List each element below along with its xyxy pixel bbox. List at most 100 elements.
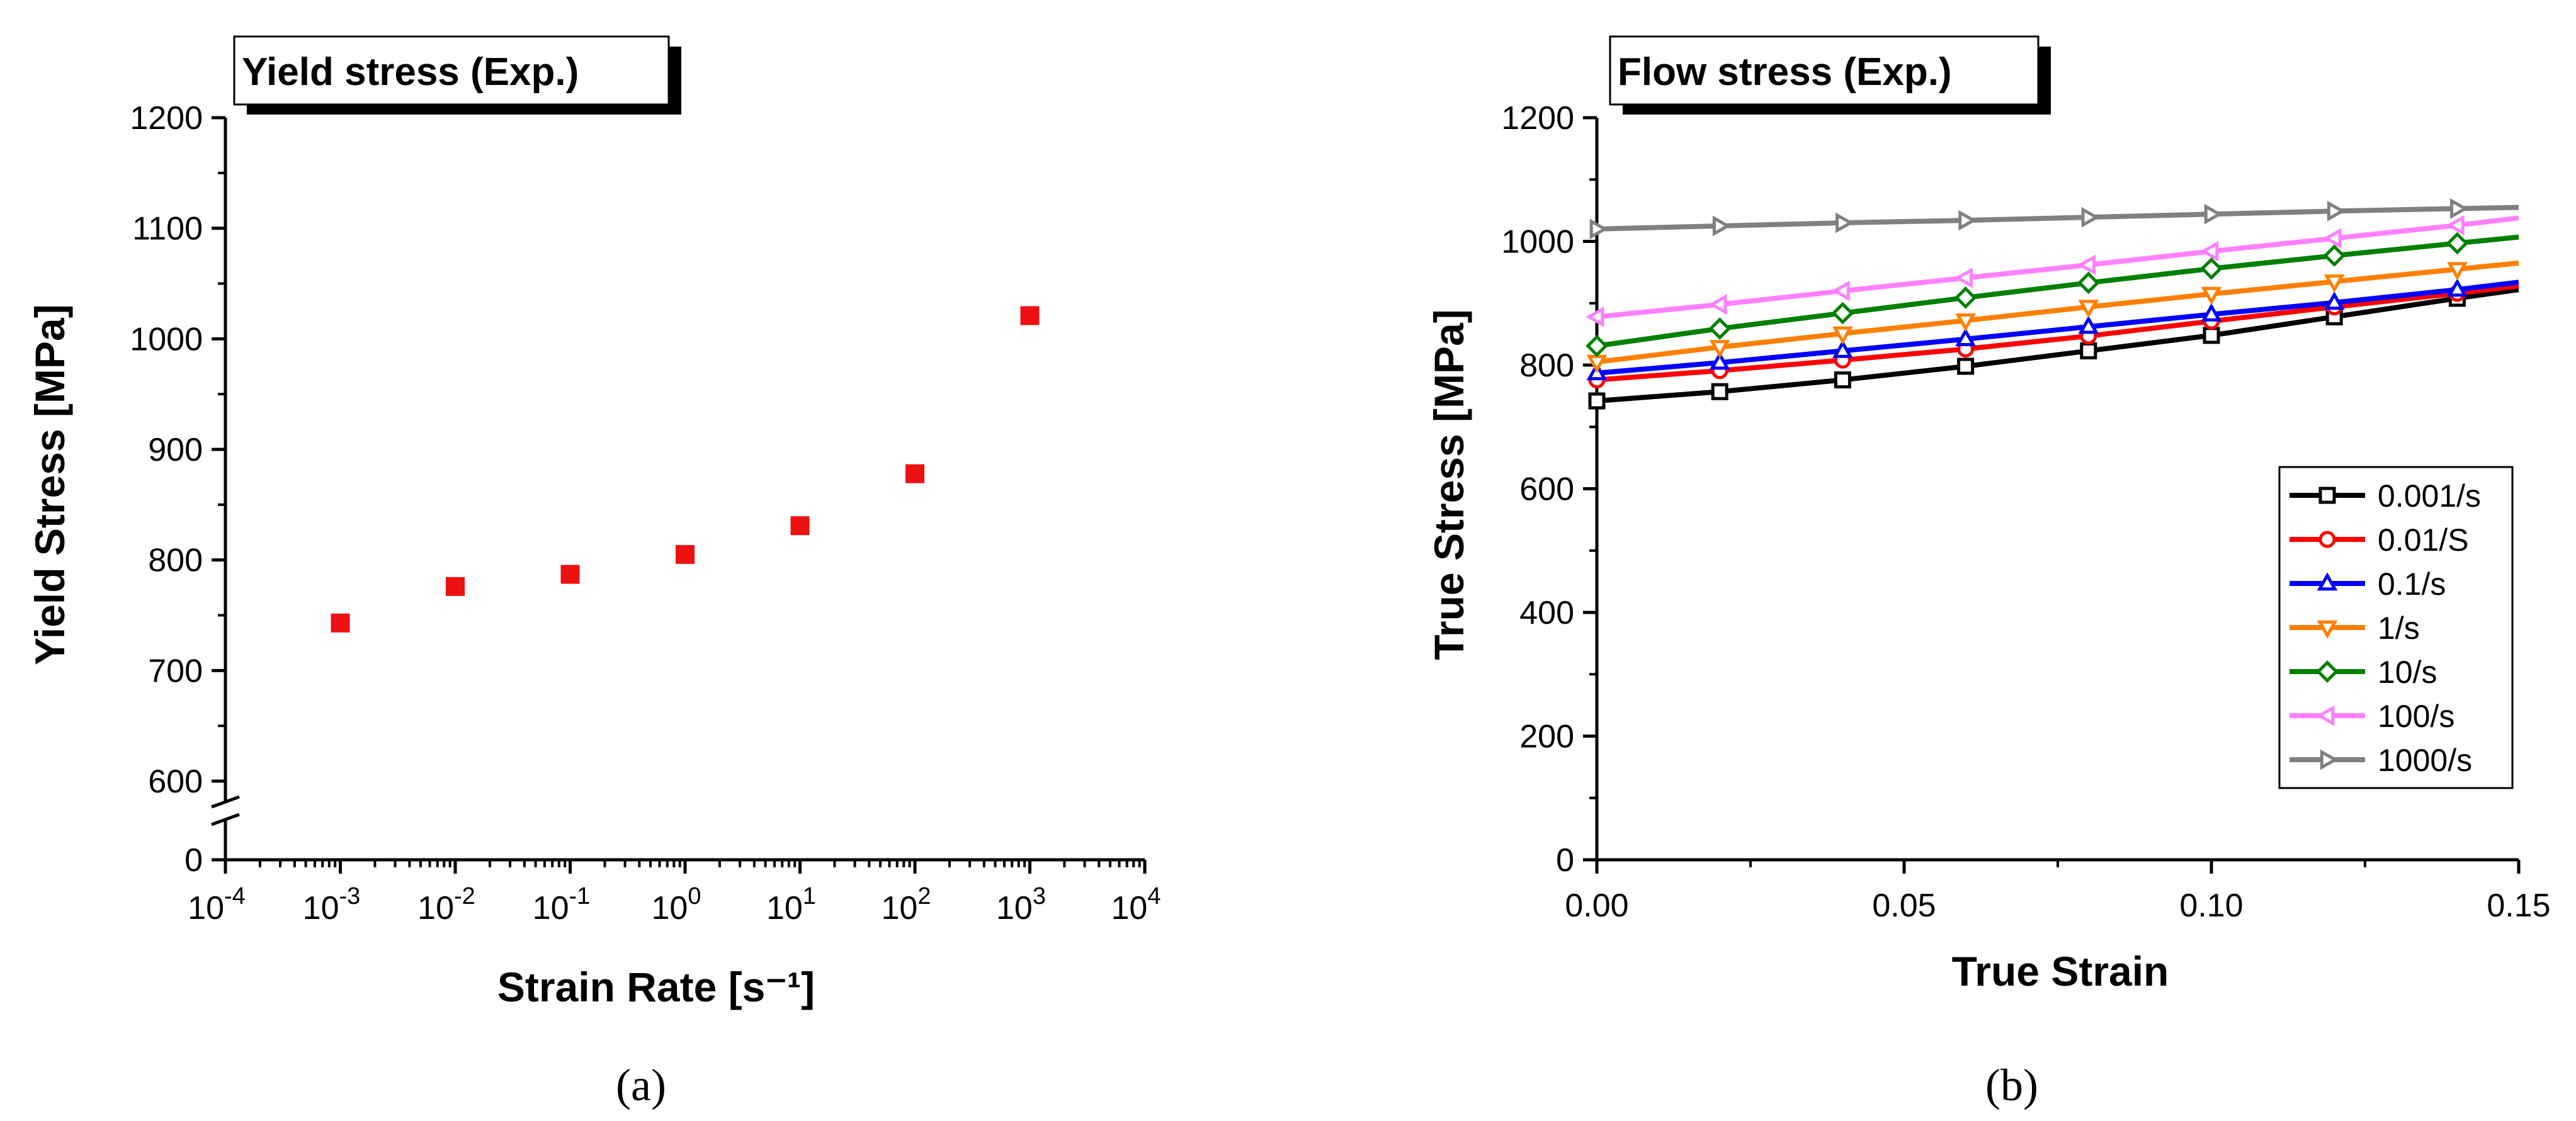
panel-a-x-tick-base: 10 <box>533 890 569 927</box>
panel-a-x-tick-label: 10-1 <box>533 883 591 927</box>
panel-a-x-tick-exp: 2 <box>917 883 931 910</box>
panel-b-legend-item: 1000/s <box>2289 743 2472 778</box>
panel-b-caption: (b) <box>1985 1060 2038 1110</box>
panel-a-y-tick-label: 1000 <box>130 321 203 358</box>
panel-b-legend-item: 1/s <box>2289 611 2420 646</box>
panel-b-series-marker <box>1708 294 1727 315</box>
panel-b-y-axis-title: True Stress [MPa] <box>1426 309 1472 660</box>
panel-a-points <box>331 306 1040 633</box>
panel-b-legend-swatch-marker <box>2318 487 2336 504</box>
panel-a-y-tick-label: 700 <box>148 653 203 689</box>
panel-a-x-tick-base: 10 <box>766 890 803 927</box>
panel-a-x-tick-exp: 1 <box>803 883 816 910</box>
panel-b-legend-swatch-marker <box>2316 660 2339 683</box>
panel-b-legend-item: 100/s <box>2289 699 2454 734</box>
panel-b-series-marker <box>1711 383 1728 400</box>
panel-a-axes <box>211 118 1145 862</box>
panel-b-legend-item: 10/s <box>2289 655 2437 690</box>
panel-b-title-box: Flow stress (Exp.) <box>1609 35 2051 115</box>
panel-b-legend-label: 10/s <box>2378 655 2437 690</box>
panel-b-x-axis-title: True Strain <box>1952 948 2169 994</box>
panel-a-x-tick-base: 10 <box>652 890 688 927</box>
panel-b-series-marker <box>1709 340 1730 359</box>
panel-b-legend-swatch-marker <box>2316 705 2335 726</box>
panel-a-x-tick-label: 104 <box>1111 883 1161 927</box>
panel-a-axis-break-mark-2 <box>211 813 240 826</box>
panel-b-legend-label: 100/s <box>2378 699 2454 734</box>
panel-b-series-marker <box>1586 334 1608 358</box>
panel-a-y-tick-label: 800 <box>148 543 203 579</box>
panel-a-x-tick-exp: -2 <box>454 883 475 910</box>
panel-b-series-marker <box>1586 306 1604 327</box>
panel-b-legend-label: 1/s <box>2378 611 2420 646</box>
panel-b-series-marker <box>1712 215 1731 237</box>
panel-a-x-tick-exp: -3 <box>339 883 361 910</box>
panel-a-x-tick-exp: -1 <box>569 883 591 910</box>
panel-b-series-marker <box>1957 358 1975 375</box>
panel-a-data-point <box>560 565 580 584</box>
panel-a-y-ticks: 0 600 700 800 900 1000 1100 1200 <box>130 100 225 879</box>
panel-b-series <box>1586 198 2519 410</box>
panel-b-series-marker <box>1955 313 1976 332</box>
panel-b-series-group <box>1588 287 2519 410</box>
panel-b-y-tick-label: 600 <box>1519 471 1574 508</box>
panel-b-series-marker <box>2204 203 2223 225</box>
panel-a-y-tick-label: 1200 <box>130 100 203 137</box>
panel-b-series-marker <box>2324 291 2345 310</box>
panel-a-caption: (a) <box>616 1060 666 1110</box>
panel-a-x-tick-exp: 3 <box>1033 883 1046 910</box>
panel-b-legend-label: 0.01/S <box>2378 522 2469 558</box>
panel-b-series-marker <box>2080 342 2097 359</box>
panel-b-series-marker <box>2200 240 2219 262</box>
panel-b-x-ticks: 0.00 0.05 0.10 0.15 <box>1565 860 2551 924</box>
panel-a-title: Yield stress (Exp.) <box>242 50 579 94</box>
panel-b-series-marker <box>2324 274 2345 293</box>
panel-b-legend-item: 0.1/s <box>2289 566 2446 602</box>
panel-b-series-group <box>1586 215 2519 327</box>
panel-b-series-marker <box>1832 326 1853 345</box>
panel-b-series-marker <box>2446 215 2465 236</box>
panel-a-x-tick-label: 100 <box>652 883 701 927</box>
panel-b-series-marker <box>1588 392 1606 410</box>
panel-b-series-marker <box>1589 218 1608 240</box>
panel-b-legend-swatch-marker <box>2317 620 2338 639</box>
panel-a-x-tick-exp: 4 <box>1147 883 1160 910</box>
panel-a-x-tick-base: 10 <box>303 890 339 927</box>
panel-b-series-marker <box>2077 254 2096 276</box>
panel-a-x-tick-base: 10 <box>996 890 1033 927</box>
panel-b-y-tick-label: 800 <box>1519 347 1574 384</box>
panel-a-x-tick-label: 10-3 <box>303 883 361 927</box>
panel-b-series-marker <box>1831 301 1854 325</box>
panel-b-series-group <box>1586 278 2519 381</box>
panel-a-x-tick-base: 10 <box>417 890 454 927</box>
panel-b-series-marker <box>1954 268 1973 288</box>
panel-b-series-marker <box>1832 339 1853 358</box>
panel-a-y-tick-label: 1100 <box>132 211 203 247</box>
panel-b-series-marker <box>2201 303 2222 322</box>
panel-b-legend-label: 1000/s <box>2378 743 2472 778</box>
panel-b-series-marker <box>1831 280 1850 301</box>
panel-b-title-frame <box>1609 35 2040 106</box>
panel-a-data-point <box>446 577 465 596</box>
panel-a-data-point <box>1020 306 1040 325</box>
panel-b-legend-item: 0.001/s <box>2289 478 2481 514</box>
panel-b-series-marker <box>1709 351 1730 370</box>
panel-a-y-tick-label: 600 <box>148 763 203 800</box>
panel-a-x-tick-base: 10 <box>188 890 224 927</box>
panel-b-series-marker <box>2450 198 2469 219</box>
panel-b: Flow stress (Exp.) 0.00 0.05 0.10 0.15 0 200… <box>1426 35 2551 1110</box>
panel-b-series-marker <box>2081 206 2100 228</box>
panel-b-legend-swatch-marker <box>2318 531 2336 548</box>
panel-a-x-tick-base: 10 <box>882 890 918 927</box>
panel-b-x-tick-label: 0.05 <box>1872 887 1936 924</box>
panel-b-series-marker <box>2447 278 2468 297</box>
panel-b-series-marker <box>2203 327 2220 344</box>
panel-b-legend-swatch-marker <box>2320 749 2339 770</box>
panel-b-series-marker <box>1836 212 1854 234</box>
panel-b-series-marker <box>1708 317 1732 340</box>
panel-a-data-point <box>905 464 924 483</box>
panel-a-x-tick-exp: -4 <box>224 883 246 910</box>
panel-a-title-frame <box>233 35 670 106</box>
panel-a-x-tick-label: 10-4 <box>188 883 246 927</box>
